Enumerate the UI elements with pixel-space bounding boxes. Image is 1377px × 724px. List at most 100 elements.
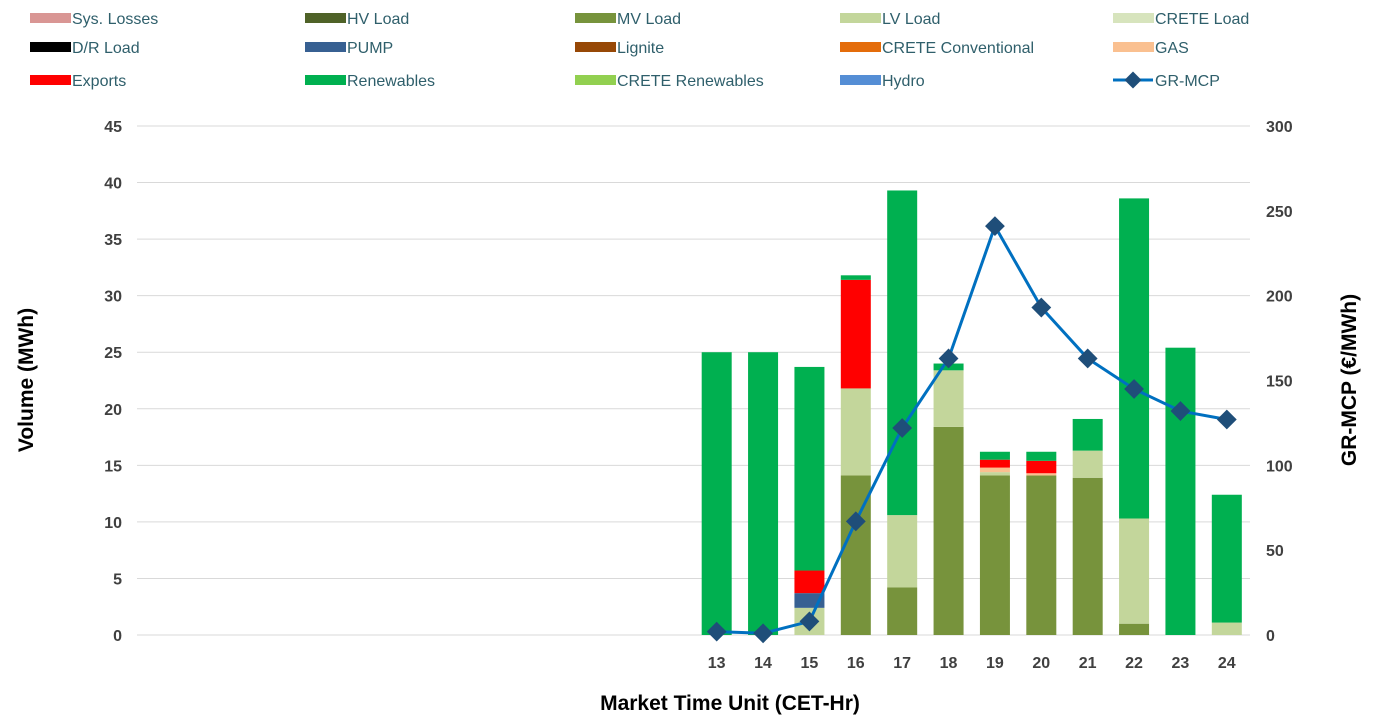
bar-renewables-16: [840, 275, 871, 280]
legend-swatch-pump: [305, 42, 346, 52]
legend-swatch-exports: [30, 75, 71, 85]
legend-label-lv-load: LV Load: [882, 11, 940, 28]
mcp-line: [716, 224, 1228, 635]
y2-tick-label: 100: [1266, 458, 1293, 475]
legend-swatch-renewables: [305, 75, 346, 85]
x-axis-ticks: 13 14 15 16 17 18 19 20 21 22 23 24: [708, 655, 1236, 672]
mcp-point-22: [1124, 379, 1144, 399]
legend-label-crete-load: CRETE Load: [1155, 11, 1249, 28]
bar-lv-load-21: [1072, 450, 1103, 478]
legend-label-sys-losses: Sys. Losses: [72, 11, 158, 28]
y-tick-label: 20: [104, 402, 122, 419]
bar-lv-load-22: [1119, 518, 1150, 624]
bar-renewables-15: [794, 366, 825, 571]
bar-exports-20: [1026, 460, 1057, 474]
y2-tick-label: 150: [1266, 374, 1293, 391]
bar-renewables-14: [748, 352, 779, 635]
x-tick-label: 24: [1218, 655, 1236, 672]
bar-mv-load-21: [1072, 477, 1103, 635]
y2-axis-title: GR-MCP (€/MWh): [1338, 294, 1361, 466]
legend-swatch-d-r-load: [30, 42, 71, 52]
y-axis-title: Volume (MWh): [15, 308, 38, 452]
bar-mv-load-18: [933, 426, 964, 635]
x-tick-label: 14: [754, 655, 772, 672]
bar-mv-load-19: [979, 475, 1010, 635]
mcp-point-24: [1216, 409, 1237, 430]
mcp-point-21: [1077, 348, 1098, 369]
legend-swatch-crete-renewables: [575, 75, 616, 85]
mcp-point-13: [706, 621, 727, 642]
legend-swatch-crete-load: [1113, 13, 1154, 23]
x-tick-label: 13: [708, 655, 726, 672]
bar-mv-load-17: [887, 587, 918, 635]
bar-gas-20: [1026, 473, 1057, 476]
legend-label-hydro: Hydro: [882, 73, 925, 90]
x-tick-label: 18: [940, 655, 958, 672]
legend-label-exports: Exports: [72, 73, 126, 90]
y-tick-label: 45: [104, 119, 122, 136]
legend-label-d-r-load: D/R Load: [72, 40, 140, 57]
bar-exports-15: [794, 570, 825, 594]
right-axis-ticks: 0 50 100 150 200 250 300: [1266, 119, 1293, 645]
bar-mv-load-22: [1119, 623, 1150, 635]
y-tick-label: 40: [104, 176, 122, 193]
legend-swatch-crete-conventional: [840, 42, 881, 52]
legend: Sys. Losses HV Load MV Load LV Load CRETE Lo…: [30, 11, 1249, 90]
bar-gas-19: [979, 467, 1010, 473]
legend-label-pump: PUMP: [347, 40, 393, 57]
mcp-point-19: [985, 216, 1005, 237]
bar-lv-load-24: [1211, 622, 1242, 635]
y-tick-label: 30: [104, 289, 122, 306]
legend-label-renewables: Renewables: [347, 73, 435, 90]
mcp-point-16: [845, 511, 866, 532]
mcp-point-17: [892, 418, 913, 438]
mcp-point-15: [799, 611, 820, 632]
mcp-point-14: [753, 623, 773, 644]
y-tick-label: 25: [104, 345, 122, 362]
legend-label-lignite: Lignite: [617, 40, 664, 57]
left-axis-ticks: 0 5 10 15 20 25 30 35 40 45: [104, 119, 122, 645]
mcp-point-18: [938, 348, 959, 369]
legend-swatch-hydro: [840, 75, 881, 85]
bar-lv-load-18: [933, 370, 964, 427]
y2-tick-label: 50: [1266, 543, 1284, 560]
legend-swatch-mv-load: [575, 13, 616, 23]
legend-label-gr-mcp: GR-MCP: [1155, 73, 1220, 90]
mcp-line-series: [706, 216, 1237, 644]
mcp-point-20: [1031, 297, 1052, 318]
x-tick-label: 19: [986, 655, 1004, 672]
bar-lv-load-16: [840, 388, 871, 476]
x-tick-label: 15: [801, 655, 819, 672]
y2-tick-label: 300: [1266, 119, 1293, 136]
bar-renewables-24: [1211, 494, 1242, 623]
legend-label-crete-conventional: CRETE Conventional: [882, 40, 1034, 57]
y-tick-label: 35: [104, 232, 122, 249]
stacked-bars: [701, 190, 1242, 635]
bar-mv-load-20: [1026, 475, 1057, 635]
bar-lv-load-17: [887, 515, 918, 588]
bar-renewables-21: [1072, 418, 1103, 451]
legend-label-mv-load: MV Load: [617, 11, 681, 28]
mcp-point-23: [1170, 401, 1191, 421]
gridlines: [137, 125, 1250, 636]
legend-label-gas: GAS: [1155, 40, 1189, 57]
legend-swatch-lv-load: [840, 13, 881, 23]
bar-renewables-19: [979, 451, 1010, 460]
x-tick-label: 16: [847, 655, 865, 672]
y-tick-label: 5: [113, 571, 122, 588]
y2-tick-label: 250: [1266, 204, 1293, 221]
legend-swatch-sys-losses: [30, 13, 71, 23]
legend-swatch-lignite: [575, 42, 616, 52]
bar-exports-19: [979, 459, 1010, 468]
y-tick-label: 10: [104, 515, 122, 532]
bar-renewables-23: [1165, 347, 1196, 635]
legend-label-hv-load: HV Load: [347, 11, 409, 28]
x-tick-label: 20: [1032, 655, 1050, 672]
x-tick-label: 23: [1172, 655, 1190, 672]
x-tick-label: 22: [1125, 655, 1143, 672]
bar-lv-load-19: [979, 472, 1010, 476]
legend-swatch-hv-load: [305, 13, 346, 23]
y-tick-label: 15: [104, 458, 122, 475]
y2-tick-label: 200: [1266, 289, 1293, 306]
